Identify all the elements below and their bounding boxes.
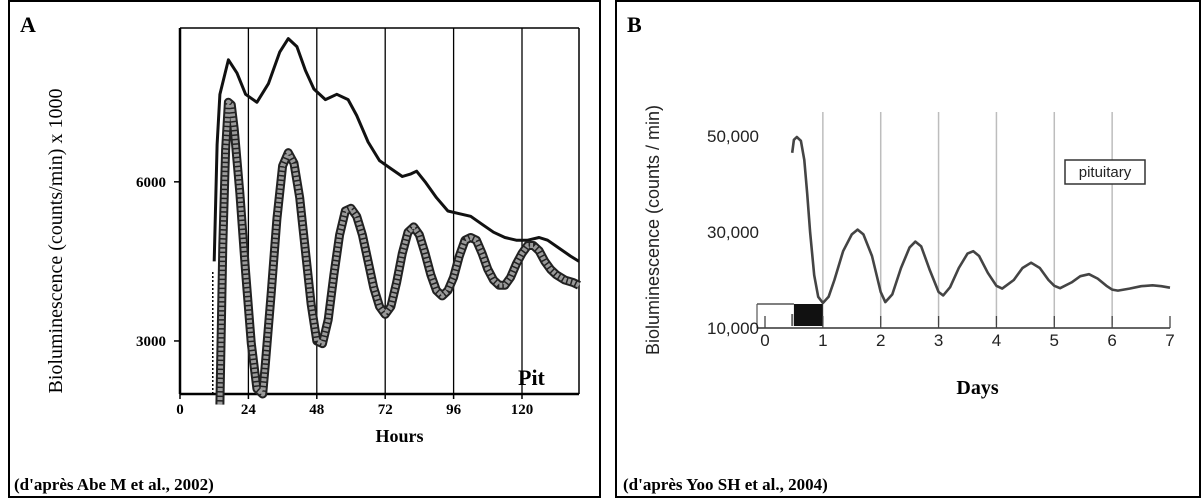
x-tick-label-a-3: 72 xyxy=(378,402,393,418)
y-tick-label-b-2: 50,000 xyxy=(707,127,759,146)
legend-box-b xyxy=(1064,159,1146,185)
credit-b: (d'après Yoo SH et al., 2004) xyxy=(623,475,828,494)
series-squares-fill-a xyxy=(217,99,581,405)
chart-a: A 0 24 48 72 96 120 3000 6000 Pit Hours Bioluminesc… xyxy=(14,12,581,494)
x-tick-label-a-2: 48 xyxy=(309,402,324,418)
x-tick-label-b-2: 2 xyxy=(876,331,885,350)
legend-label-b: pituitary xyxy=(1079,164,1132,181)
panel-b: B 0 1 2 3 4 5 6 7 10,000 30,000 50,000 pituitary Days… xyxy=(615,0,1201,498)
dark-period-bar-b xyxy=(793,304,823,326)
y-tick-label-b-1: 30,000 xyxy=(707,223,759,242)
x-tick-label-a-1: 24 xyxy=(241,402,257,418)
x-tick-label-b-0: 0 xyxy=(760,331,769,350)
y-tick-label-a-0: 3000 xyxy=(136,334,166,350)
x-tick-label-b-5: 5 xyxy=(1050,331,1059,350)
y-tick-label-a-1: 6000 xyxy=(136,175,166,191)
series-solid-line-a xyxy=(212,37,580,263)
x-tick-label-b-7: 7 xyxy=(1165,331,1174,350)
x-tick-label-b-6: 6 xyxy=(1107,331,1116,350)
panel-a: A 0 24 48 72 96 120 3000 6000 Pit Hours Bioluminesc… xyxy=(8,0,601,498)
x-tick-label-a-4: 96 xyxy=(446,402,462,418)
y-axis-label-b: Bioluminescence (counts / min) xyxy=(643,105,663,355)
x-axis-label-b: Days xyxy=(956,377,998,399)
y-tick-label-b-0: 10,000 xyxy=(707,319,759,338)
x-tick-label-a-0: 0 xyxy=(176,402,184,418)
y-axis-label-a: Bioluminescence (counts/min) x 1000 xyxy=(45,89,67,394)
panel-letter-b: B xyxy=(627,12,642,37)
annotation-pit: Pit xyxy=(518,365,546,390)
x-axis-label-a: Hours xyxy=(375,426,423,446)
chart-b: B 0 1 2 3 4 5 6 7 10,000 30,000 50,000 pituitary Days… xyxy=(623,12,1175,494)
panel-letter-a: A xyxy=(20,12,36,37)
x-tick-label-b-4: 4 xyxy=(992,331,1001,350)
x-tick-label-a-5: 120 xyxy=(511,402,534,418)
credit-a: (d'après Abe M et al., 2002) xyxy=(14,475,214,494)
series-line-b xyxy=(790,135,1171,305)
x-tick-label-b-3: 3 xyxy=(934,331,943,350)
x-tick-label-b-1: 1 xyxy=(818,331,827,350)
